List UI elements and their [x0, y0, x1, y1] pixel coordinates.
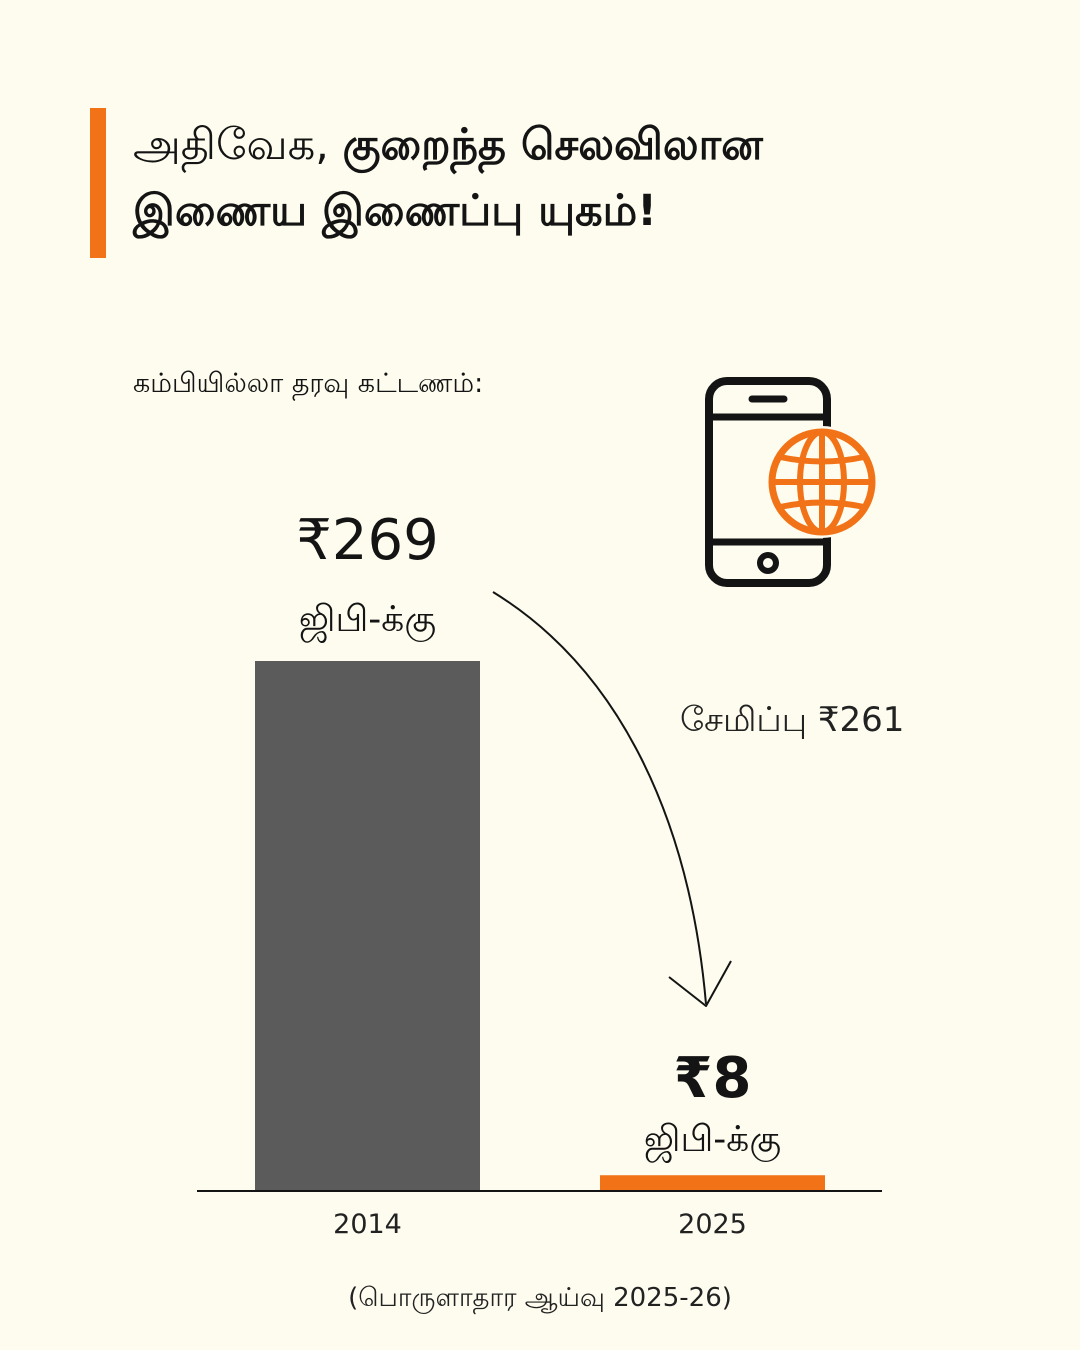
globe-icon	[766, 426, 878, 538]
unit-label-2014: ஜிபி-க்கு	[299, 599, 436, 643]
saving-annotation: சேமிப்பு ₹261	[680, 700, 905, 740]
smartphone-globe-icon	[705, 377, 878, 587]
phone-home-button	[757, 552, 779, 574]
x-tick-label-2025: 2025	[678, 1209, 747, 1240]
bar-2014	[255, 661, 480, 1191]
value-label-2025: ₹8	[674, 1046, 752, 1111]
x-tick-label-2014: 2014	[333, 1209, 402, 1240]
accent-bar	[90, 108, 106, 258]
headline-bold-line2: இணைய இணைப்பு யுகம்!	[133, 186, 657, 236]
chart-subtitle: கம்பியில்லா தரவு கட்டணம்:	[133, 368, 484, 399]
trend-arrow	[492, 591, 707, 1005]
headline-light: அதிவேக,	[133, 120, 329, 170]
headline-bold-line1: குறைந்த செலவிலான	[342, 120, 763, 170]
value-label-2014: ₹269	[296, 508, 439, 573]
trend-arrow-head	[668, 960, 732, 1007]
unit-label-2025: ஜிபி-க்கு	[644, 1119, 781, 1163]
bar-2025	[600, 1175, 825, 1191]
source-note: (பொருளாதார ஆய்வு 2025-26)	[348, 1283, 732, 1313]
headline: அதிவேக, குறைந்த செலவிலான இணைய இணைப்பு யு…	[133, 112, 1033, 244]
